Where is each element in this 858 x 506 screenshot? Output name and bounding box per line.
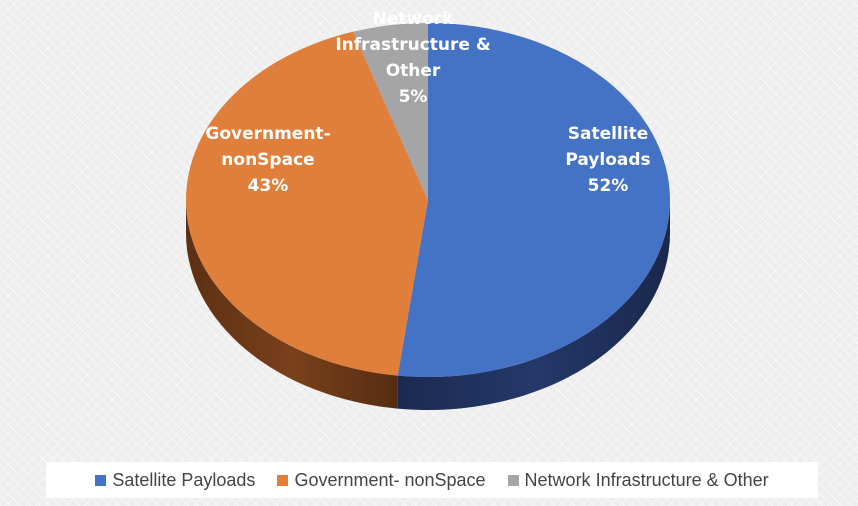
- slice-value-label: 5%: [399, 87, 428, 107]
- slice-value-label: 43%: [248, 176, 289, 196]
- slice-name-label: Satellite: [568, 124, 649, 144]
- pie-chart-svg: Satellite Payloads 52% Government-nonSpace 4…: [185, 9, 670, 410]
- legend-label: Network Infrastructure & Other: [524, 469, 769, 490]
- pie-chart: Satellite Payloads 52% Government-nonSpace 4…: [185, 9, 670, 410]
- legend-item: Satellite Payloads: [95, 470, 255, 491]
- pie-side-shade-2: [185, 200, 398, 409]
- legend-swatch: [277, 474, 289, 486]
- legend-label: Satellite Payloads: [112, 469, 256, 490]
- pie-slice-1: [397, 23, 670, 377]
- pie-labels: Satellite Payloads 52% Government-nonSpace 4…: [205, 9, 650, 196]
- pie-tops: [186, 23, 670, 377]
- legend-item: Network Infrastructure & Other: [507, 469, 769, 491]
- slice-name-label: Infrastructure &: [335, 35, 491, 55]
- slice-name-label: nonSpace: [221, 150, 314, 170]
- slice-value-label: 52%: [588, 176, 629, 196]
- slice-name-label: Network: [373, 9, 455, 29]
- pie-slice-3: [353, 23, 428, 200]
- legend-label: Government- nonSpace: [294, 469, 486, 490]
- legend-swatch: [507, 474, 519, 486]
- pie-side-shade-1: [397, 200, 670, 410]
- slice-name-label: Government-: [205, 124, 330, 144]
- pie-sides: [185, 200, 670, 410]
- legend: Satellite Payloads Government- nonSpace Ne…: [46, 462, 818, 498]
- slice-name-label: Other: [386, 61, 441, 81]
- legend-item: Government- nonSpace: [277, 469, 486, 491]
- slice-name-label: Payloads: [565, 150, 650, 170]
- legend-swatch: [95, 474, 107, 486]
- pie-slice-2: [186, 31, 428, 376]
